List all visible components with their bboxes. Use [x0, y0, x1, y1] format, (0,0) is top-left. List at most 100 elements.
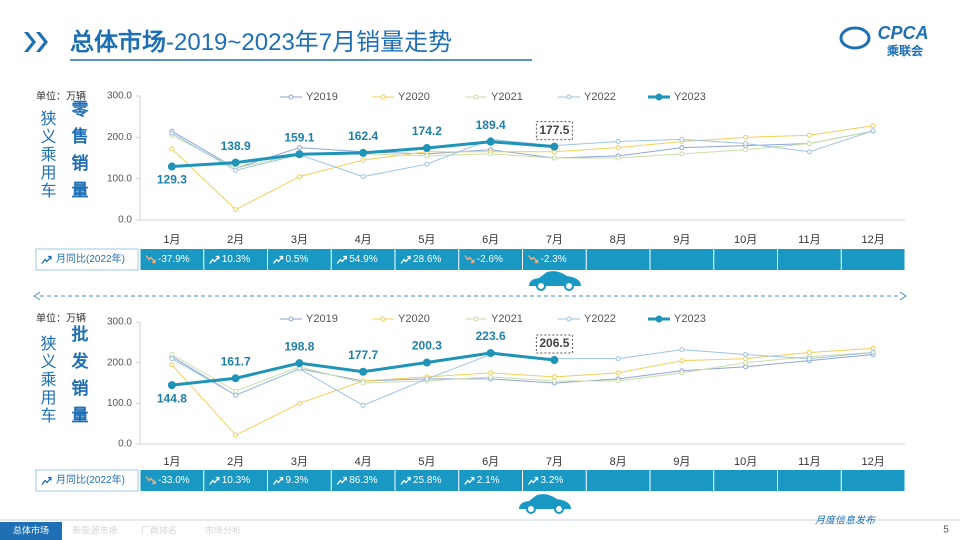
unit-label: 单位：万辆: [36, 312, 86, 325]
yoy-cell: [523, 249, 586, 270]
footer-tab: 新能源市场: [72, 524, 117, 535]
footer-tab: 市场分析: [205, 524, 241, 535]
point: [486, 349, 495, 358]
point: [360, 380, 366, 386]
trend-icon: [209, 255, 220, 264]
value-label: 162.4: [348, 129, 378, 143]
legend-marker: [655, 315, 663, 323]
yoy-cell: [523, 470, 586, 491]
yoy-value: 25.8%: [413, 475, 441, 486]
logo-mark: [839, 26, 871, 50]
point: [233, 432, 239, 438]
title-main: 总体市场: [70, 28, 166, 56]
point: [615, 155, 621, 161]
point: [424, 161, 430, 167]
point: [551, 374, 557, 380]
point: [743, 147, 749, 153]
side-label: 狭义乘用车: [38, 335, 57, 425]
yoy-cell: [268, 470, 331, 491]
yoy-cell: [459, 249, 522, 270]
trend-icon: [400, 255, 411, 264]
yoy-cell: [204, 470, 267, 491]
x-tick-label: 4月: [355, 456, 372, 468]
trend-icon: [527, 255, 539, 264]
x-tick-label: 11月: [798, 456, 820, 468]
car-wheel: [554, 504, 564, 514]
yoy-cell: [650, 470, 714, 491]
unit-label: 单位：万辆: [36, 90, 86, 103]
value-label: 177.7: [348, 348, 378, 362]
yoy-cell: [331, 249, 395, 270]
legend-marker: [566, 316, 572, 322]
point: [360, 402, 366, 408]
footer: [0, 520, 960, 540]
point: [167, 381, 176, 390]
legend-marker: [473, 316, 479, 322]
tab-active: [0, 522, 62, 540]
y-tick-label: 100.0: [107, 398, 132, 409]
x-tick-label: 10月: [734, 234, 757, 246]
yoy-value: 10.3%: [222, 475, 250, 486]
x-tick-label: 10月: [734, 456, 757, 468]
trend-icon: [464, 476, 475, 485]
point: [679, 358, 685, 364]
value-label: 177.5: [539, 123, 569, 137]
x-tick-label: 1月: [163, 234, 180, 246]
yoy-value: 2.1%: [477, 475, 500, 486]
point: [806, 132, 812, 138]
point: [296, 174, 302, 180]
value-label: 206.5: [539, 336, 569, 350]
chart-title: 零售销量: [69, 100, 90, 208]
series-line: [171, 125, 874, 211]
yoy-value: -2.3%: [541, 254, 567, 265]
x-tick-label: 3月: [291, 234, 308, 246]
side-label: 狭义乘用车: [38, 110, 57, 200]
point: [169, 362, 175, 368]
chevron-icon: [24, 32, 48, 52]
legend-marker: [380, 316, 386, 322]
legend-label: Y2022: [584, 91, 616, 103]
point: [233, 207, 239, 213]
yoy-label: 月同比(2022年): [56, 473, 125, 486]
x-tick-label: 12月: [862, 456, 885, 468]
value-label: 159.1: [284, 130, 314, 144]
point: [551, 155, 557, 161]
x-tick-label: 1月: [163, 456, 180, 468]
title-rest: -2019~2023年7月销量走势: [166, 29, 452, 56]
trend-icon: [209, 476, 220, 485]
value-label: 138.9: [221, 139, 251, 153]
x-tick-label: 7月: [546, 456, 563, 468]
point: [488, 374, 494, 380]
x-tick-label: 11月: [798, 234, 820, 246]
legend-label: Y2021: [491, 91, 523, 103]
value-label: 144.8: [157, 391, 187, 405]
y-tick-label: 300.0: [107, 91, 132, 102]
yoy-value: 0.5%: [286, 254, 309, 265]
point: [870, 345, 876, 351]
legend-marker: [288, 316, 294, 322]
point: [679, 347, 685, 353]
point: [233, 167, 239, 173]
trend-icon: [527, 476, 539, 485]
x-tick-label: 9月: [673, 234, 690, 246]
point: [424, 153, 430, 159]
point: [743, 134, 749, 140]
value-label: 200.3: [412, 339, 442, 353]
point: [296, 366, 302, 372]
trend-icon: [272, 255, 284, 264]
point: [233, 392, 239, 398]
point: [743, 356, 749, 362]
yoy-cell: [778, 249, 841, 270]
x-tick-label: 5月: [418, 234, 435, 246]
point: [679, 136, 685, 142]
point: [169, 356, 175, 362]
point: [231, 374, 240, 383]
point: [359, 367, 368, 376]
legend-label: Y2022: [584, 313, 616, 325]
yoy-cell: [268, 249, 331, 270]
yoy-value: 9.3%: [286, 475, 309, 486]
point: [231, 158, 240, 167]
value-label: 174.2: [412, 124, 442, 138]
point: [615, 356, 621, 362]
point: [295, 359, 304, 368]
